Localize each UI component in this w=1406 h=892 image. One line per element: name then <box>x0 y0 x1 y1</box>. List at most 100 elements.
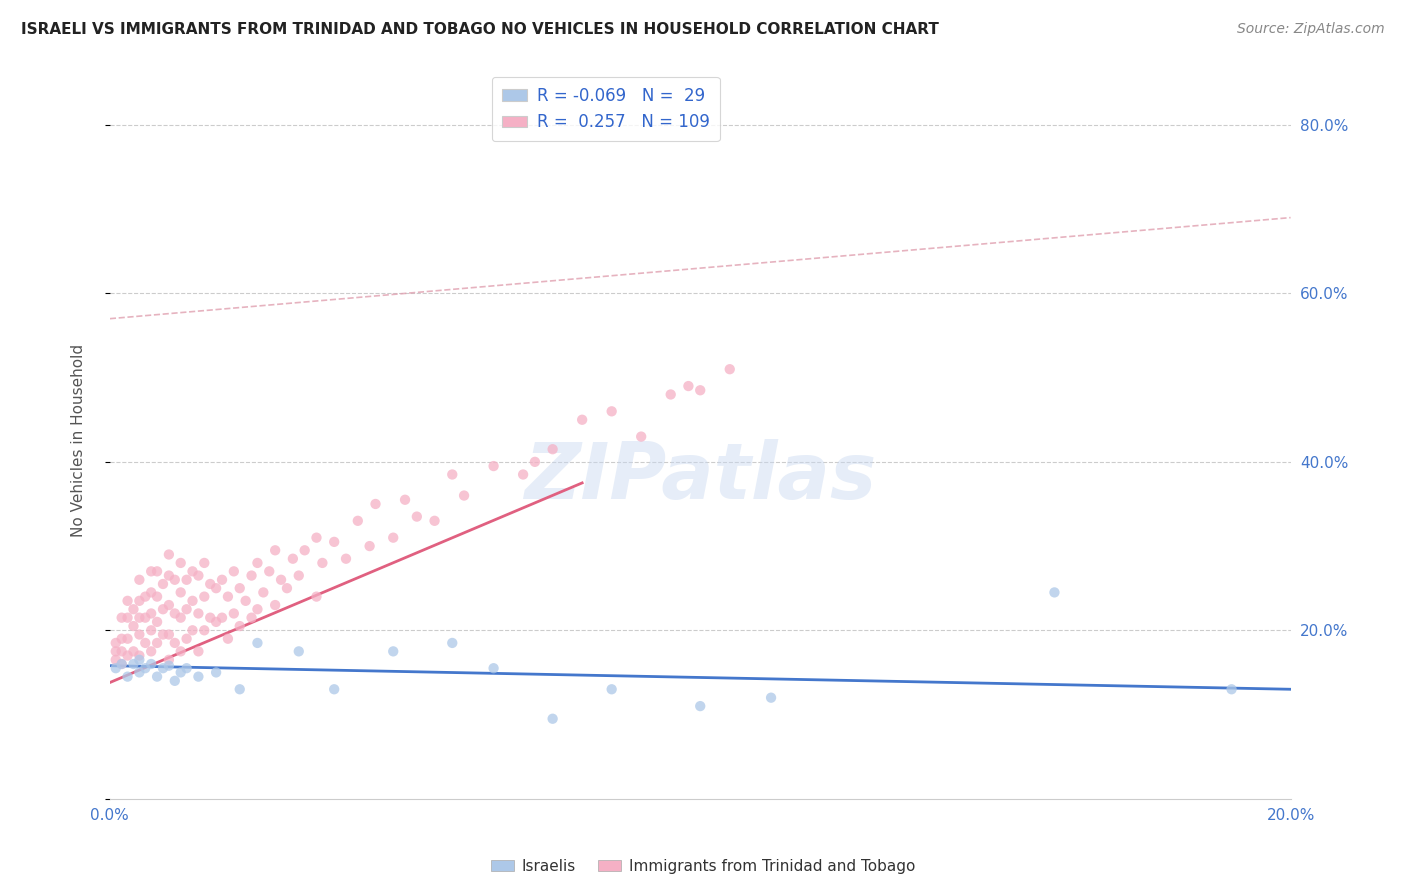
Point <box>211 610 233 624</box>
Point <box>152 661 174 675</box>
Point <box>323 534 346 549</box>
Point <box>141 565 163 579</box>
Point <box>264 598 287 612</box>
Point <box>294 543 316 558</box>
Point <box>170 610 193 624</box>
Point <box>240 568 263 582</box>
Point <box>246 556 269 570</box>
Point <box>1220 682 1243 697</box>
Point <box>141 644 163 658</box>
Point <box>364 497 387 511</box>
Point <box>423 514 446 528</box>
Point <box>134 661 156 675</box>
Point <box>170 556 193 570</box>
Point <box>222 607 245 621</box>
Point <box>128 594 150 608</box>
Point <box>117 594 139 608</box>
Point <box>152 602 174 616</box>
Point <box>170 665 193 680</box>
Point <box>305 590 328 604</box>
Point <box>689 384 711 398</box>
Y-axis label: No Vehicles in Household: No Vehicles in Household <box>72 344 86 537</box>
Point <box>146 615 169 629</box>
Point <box>240 610 263 624</box>
Point <box>141 585 163 599</box>
Point <box>163 573 186 587</box>
Point <box>193 590 215 604</box>
Point <box>217 632 239 646</box>
Point <box>541 442 564 457</box>
Point <box>111 657 134 671</box>
Point <box>104 653 127 667</box>
Point <box>287 568 309 582</box>
Point <box>205 665 228 680</box>
Point <box>104 636 127 650</box>
Point <box>630 429 652 443</box>
Point <box>200 610 222 624</box>
Point <box>181 594 204 608</box>
Text: ISRAELI VS IMMIGRANTS FROM TRINIDAD AND TOBAGO NO VEHICLES IN HOUSEHOLD CORRELAT: ISRAELI VS IMMIGRANTS FROM TRINIDAD AND … <box>21 22 939 37</box>
Point <box>128 627 150 641</box>
Point <box>111 610 134 624</box>
Point <box>264 543 287 558</box>
Point <box>187 670 209 684</box>
Point <box>181 565 204 579</box>
Point <box>259 565 281 579</box>
Point <box>141 657 163 671</box>
Text: Source: ZipAtlas.com: Source: ZipAtlas.com <box>1237 22 1385 37</box>
Point <box>128 573 150 587</box>
Point <box>222 565 245 579</box>
Point <box>134 610 156 624</box>
Point <box>187 607 209 621</box>
Point <box>187 568 209 582</box>
Point <box>1043 585 1066 599</box>
Point <box>311 556 333 570</box>
Point <box>157 653 180 667</box>
Point <box>146 565 169 579</box>
Point <box>146 670 169 684</box>
Point <box>176 573 198 587</box>
Point <box>718 362 741 376</box>
Point <box>394 492 416 507</box>
Point <box>104 661 127 675</box>
Point <box>541 712 564 726</box>
Point <box>205 615 228 629</box>
Point <box>359 539 381 553</box>
Point <box>128 610 150 624</box>
Point <box>523 455 546 469</box>
Legend: R = -0.069   N =  29, R =  0.257   N = 109: R = -0.069 N = 29, R = 0.257 N = 109 <box>492 77 720 141</box>
Point <box>229 581 252 595</box>
Point <box>229 682 252 697</box>
Point <box>200 577 222 591</box>
Point <box>276 581 298 595</box>
Point <box>134 636 156 650</box>
Point <box>122 619 145 633</box>
Point <box>346 514 368 528</box>
Text: ZIPatlas: ZIPatlas <box>524 439 876 515</box>
Point <box>152 577 174 591</box>
Point <box>659 387 682 401</box>
Point <box>122 644 145 658</box>
Point <box>141 624 163 638</box>
Point <box>117 632 139 646</box>
Point <box>678 379 700 393</box>
Point <box>146 590 169 604</box>
Point <box>122 602 145 616</box>
Point <box>281 551 304 566</box>
Point <box>157 627 180 641</box>
Point <box>252 585 274 599</box>
Point <box>759 690 782 705</box>
Point <box>134 590 156 604</box>
Point <box>405 509 427 524</box>
Point <box>170 644 193 658</box>
Point <box>157 598 180 612</box>
Point <box>111 657 134 671</box>
Point <box>111 632 134 646</box>
Point <box>152 627 174 641</box>
Point <box>246 602 269 616</box>
Point <box>157 568 180 582</box>
Point <box>217 590 239 604</box>
Point <box>157 658 180 673</box>
Point <box>229 619 252 633</box>
Point <box>176 602 198 616</box>
